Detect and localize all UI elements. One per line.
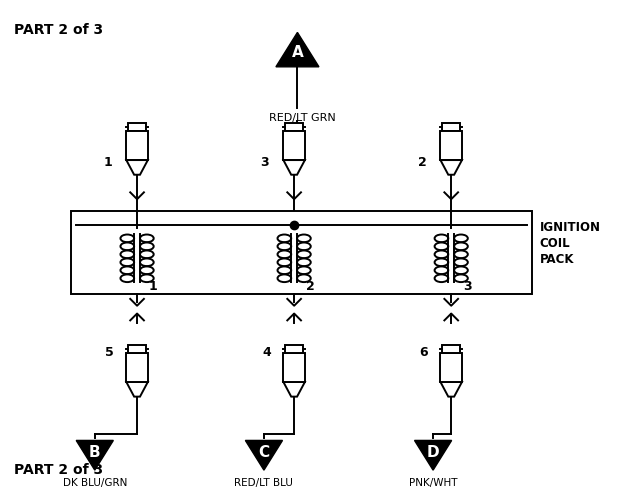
Polygon shape xyxy=(415,440,452,470)
Text: B: B xyxy=(89,445,101,460)
Bar xyxy=(441,352,462,382)
Text: 3: 3 xyxy=(261,156,269,168)
Polygon shape xyxy=(284,382,305,396)
Ellipse shape xyxy=(277,266,291,274)
Ellipse shape xyxy=(434,258,448,266)
Text: RED/LT BLU: RED/LT BLU xyxy=(234,478,294,488)
Ellipse shape xyxy=(297,234,311,242)
Ellipse shape xyxy=(140,274,154,282)
Text: DK BLU/GRN: DK BLU/GRN xyxy=(62,478,127,488)
Ellipse shape xyxy=(454,266,468,274)
Bar xyxy=(126,130,148,160)
Bar xyxy=(129,345,146,352)
Text: PNK/WHT: PNK/WHT xyxy=(409,478,457,488)
Text: 3: 3 xyxy=(463,280,472,292)
Text: IGNITION
COIL
PACK: IGNITION COIL PACK xyxy=(540,220,601,266)
Text: PART 2 of 3: PART 2 of 3 xyxy=(14,23,103,37)
Ellipse shape xyxy=(140,250,154,258)
Polygon shape xyxy=(284,160,305,174)
Text: 5: 5 xyxy=(105,346,114,359)
Ellipse shape xyxy=(434,250,448,258)
Ellipse shape xyxy=(454,274,468,282)
Ellipse shape xyxy=(140,258,154,266)
Ellipse shape xyxy=(297,250,311,258)
Ellipse shape xyxy=(454,242,468,250)
Bar xyxy=(442,345,460,352)
Ellipse shape xyxy=(121,242,134,250)
Ellipse shape xyxy=(140,234,154,242)
Text: 2: 2 xyxy=(306,280,315,292)
Bar xyxy=(442,123,460,130)
Ellipse shape xyxy=(277,274,291,282)
Ellipse shape xyxy=(140,266,154,274)
Bar xyxy=(441,130,462,160)
Ellipse shape xyxy=(454,258,468,266)
Ellipse shape xyxy=(277,234,291,242)
Ellipse shape xyxy=(140,242,154,250)
Ellipse shape xyxy=(297,266,311,274)
Bar xyxy=(126,352,148,382)
Bar xyxy=(70,211,532,294)
Ellipse shape xyxy=(277,258,291,266)
Polygon shape xyxy=(126,160,148,174)
Text: RED/LT GRN: RED/LT GRN xyxy=(269,113,336,123)
Ellipse shape xyxy=(434,234,448,242)
Ellipse shape xyxy=(121,266,134,274)
Text: A: A xyxy=(292,46,303,60)
Polygon shape xyxy=(126,382,148,396)
Ellipse shape xyxy=(434,266,448,274)
Ellipse shape xyxy=(277,242,291,250)
Text: PART 2 of 3: PART 2 of 3 xyxy=(14,463,103,477)
Text: 1: 1 xyxy=(149,280,158,292)
Polygon shape xyxy=(441,382,462,396)
Ellipse shape xyxy=(434,274,448,282)
Polygon shape xyxy=(441,160,462,174)
Ellipse shape xyxy=(121,274,134,282)
Ellipse shape xyxy=(121,250,134,258)
Bar xyxy=(286,345,303,352)
Ellipse shape xyxy=(277,250,291,258)
Ellipse shape xyxy=(297,242,311,250)
Bar xyxy=(284,130,305,160)
Text: easyautodiagnostics.com: easyautodiagnostics.com xyxy=(235,262,377,272)
Polygon shape xyxy=(76,440,113,470)
Text: C: C xyxy=(258,445,269,460)
Bar xyxy=(284,352,305,382)
Polygon shape xyxy=(276,32,319,67)
Bar xyxy=(129,123,146,130)
Text: D: D xyxy=(427,445,439,460)
Ellipse shape xyxy=(121,234,134,242)
Text: 2: 2 xyxy=(418,156,426,168)
Text: 1: 1 xyxy=(103,156,112,168)
Ellipse shape xyxy=(297,274,311,282)
Text: 6: 6 xyxy=(420,346,428,359)
Polygon shape xyxy=(245,440,282,470)
Ellipse shape xyxy=(454,250,468,258)
Text: 4: 4 xyxy=(263,346,271,359)
Ellipse shape xyxy=(434,242,448,250)
Ellipse shape xyxy=(297,258,311,266)
Ellipse shape xyxy=(454,234,468,242)
Bar xyxy=(286,123,303,130)
Ellipse shape xyxy=(121,258,134,266)
